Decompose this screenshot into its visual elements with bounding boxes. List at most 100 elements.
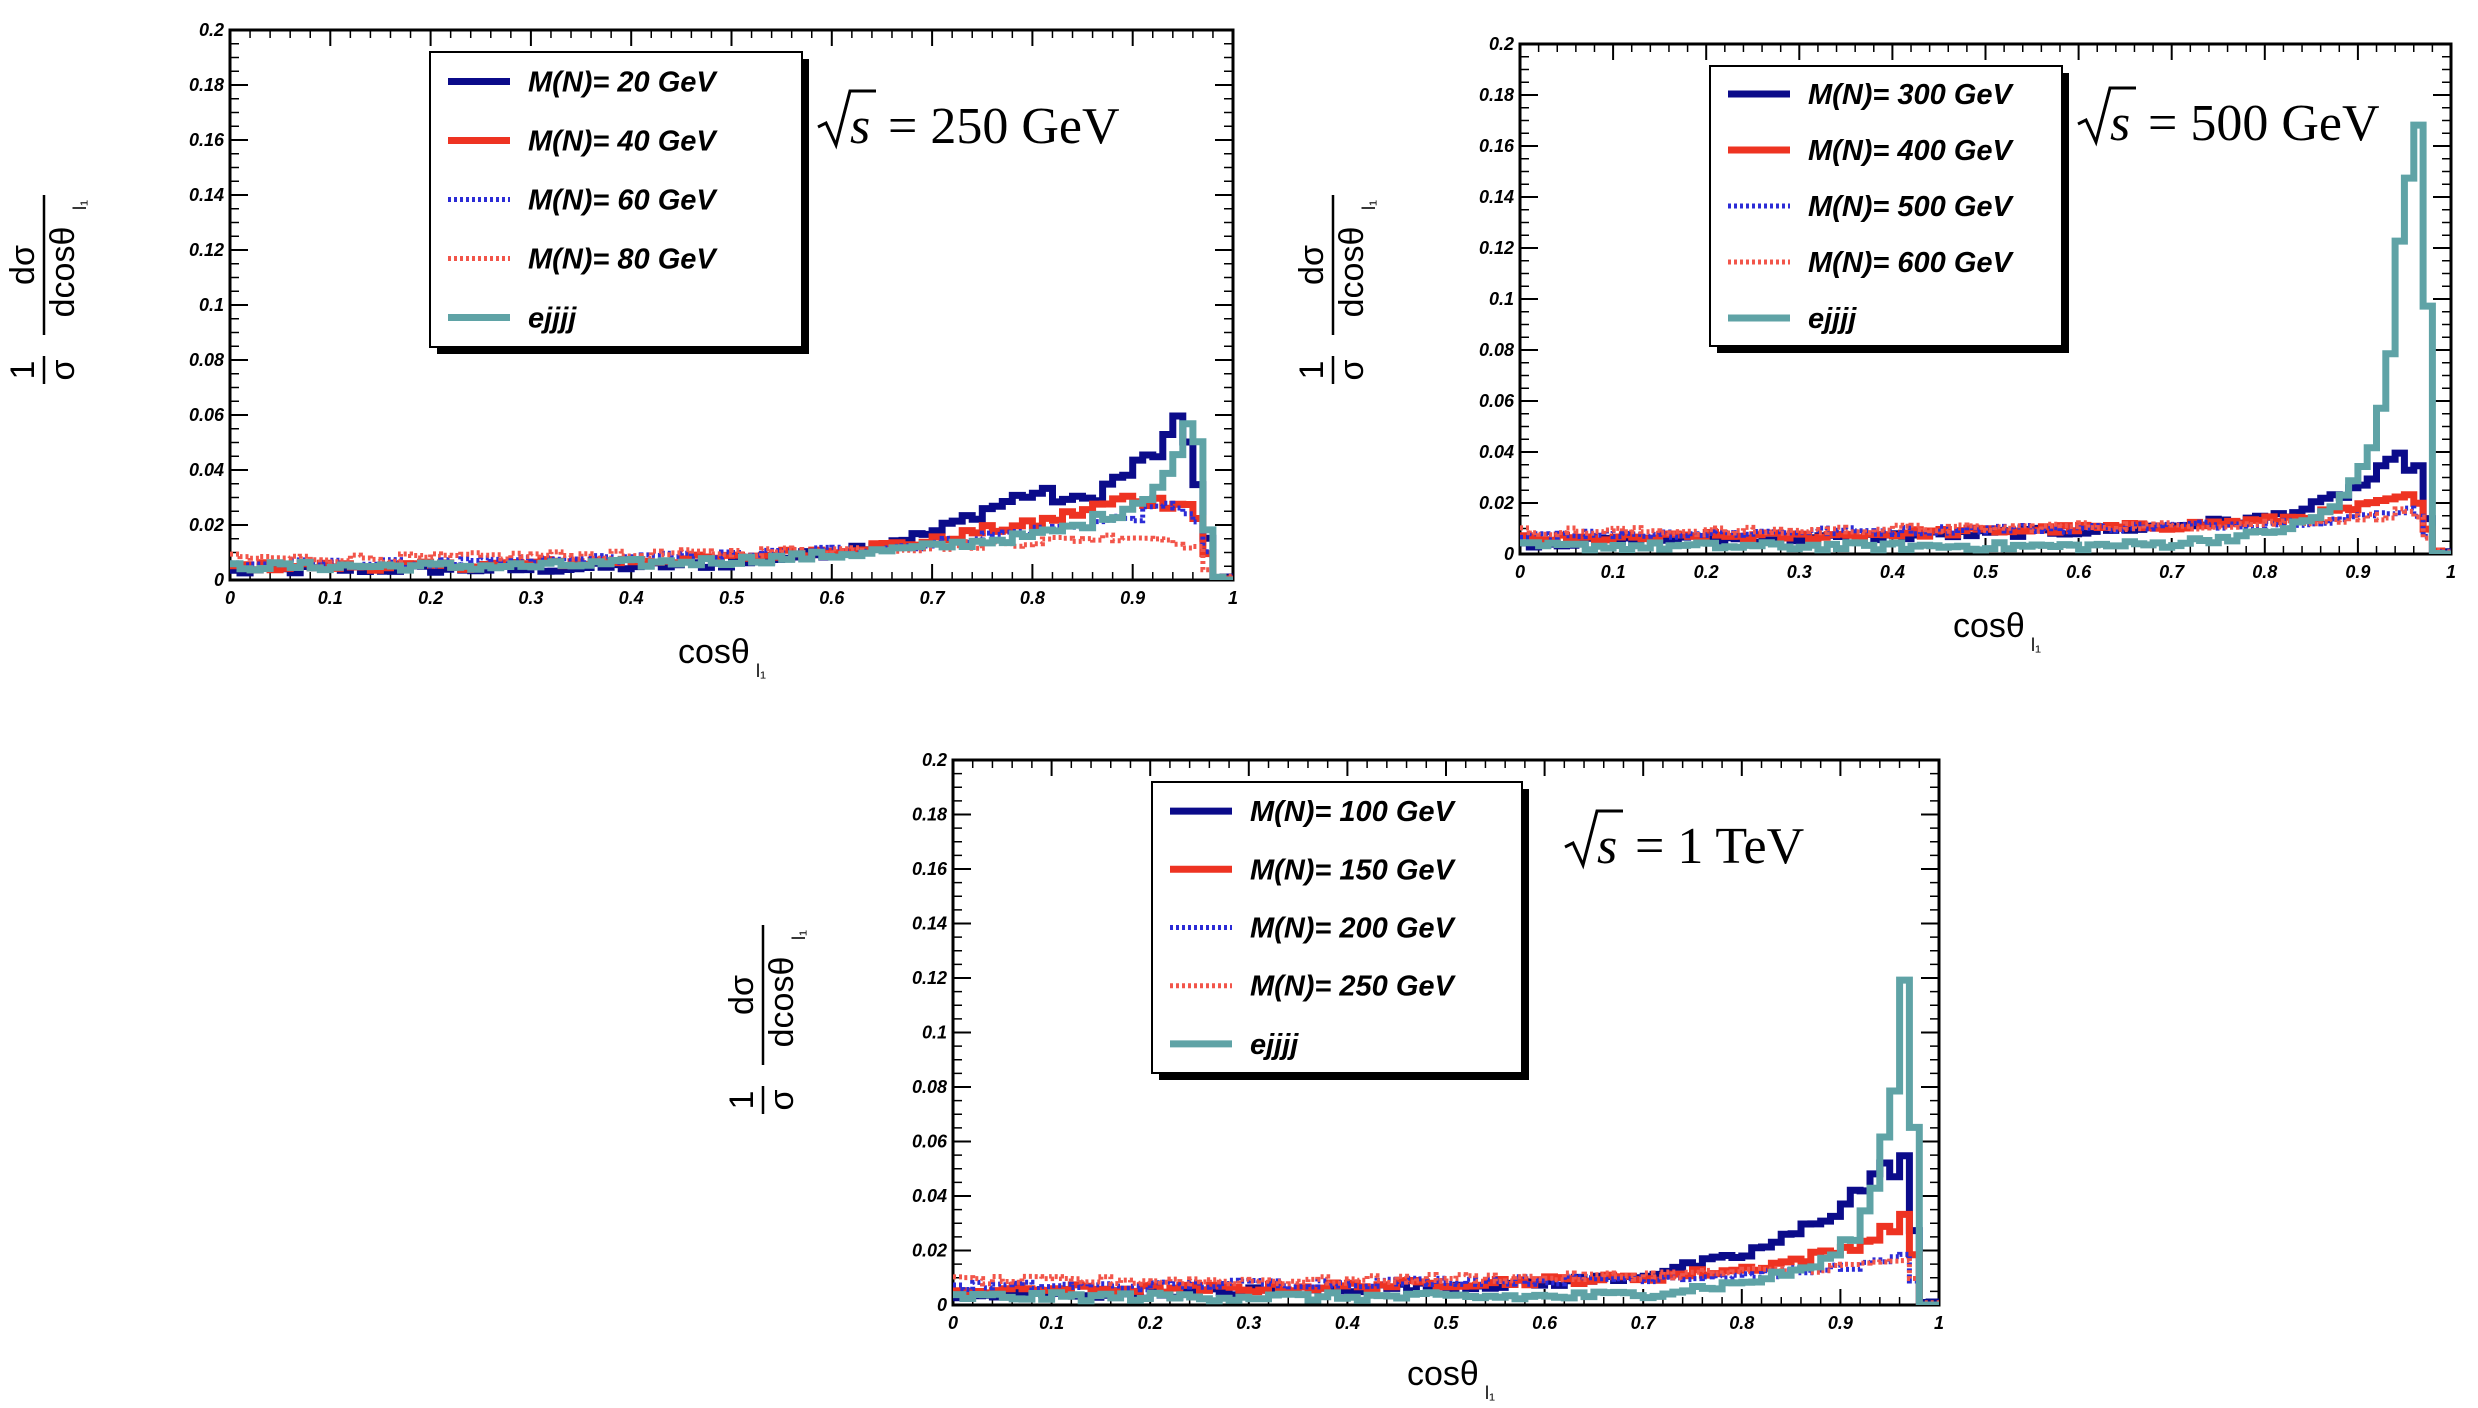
energy-label: s = 500 GeV <box>2077 86 2380 152</box>
x-tick-label: 1 <box>2446 562 2456 582</box>
series-solid-teal <box>1520 121 2451 554</box>
x-tick-label: 0.2 <box>1138 1313 1163 1333</box>
legend-entry-label: M(N)= 300 GeV <box>1808 79 2015 111</box>
y-tick-label: 0.12 <box>912 968 947 988</box>
legend-entry-label: M(N)= 100 GeV <box>1250 796 1457 828</box>
x-tick-label: 0.5 <box>719 588 745 608</box>
y-label-dcostheta: dcosθ <box>44 227 82 318</box>
y-tick-label: 0.2 <box>1489 34 1514 54</box>
y-tick-label: 0.08 <box>1479 340 1514 360</box>
y-tick-label: 0.18 <box>1479 85 1514 105</box>
energy-value: = 1 TeV <box>1635 818 1804 875</box>
x-tick-label: 0.1 <box>1039 1313 1064 1333</box>
energy-value: = 250 GeV <box>888 98 1120 155</box>
y-tick-label: 0.1 <box>922 1023 947 1043</box>
y-label-one: 1 <box>4 361 42 380</box>
chart-panel-top-left: 0 0.1 0.2 0.3 0.4 0.5 0.6 0.7 0.8 0.9 1 0 0.02 0.04 0.… <box>4 20 1238 681</box>
legend-entry-label: M(N)= 600 GeV <box>1808 247 2015 279</box>
y-label-dsigma: dσ <box>1293 245 1331 285</box>
legend-entry-label: ejjjj <box>1250 1029 1299 1061</box>
x-tick-label: 0.9 <box>2345 562 2370 582</box>
x-tick-label: 0.8 <box>1729 1313 1754 1333</box>
y-tick-label: 0.02 <box>189 515 224 535</box>
y-label-dcostheta: dcosθ <box>1333 227 1371 318</box>
x-tick-label: 0.5 <box>1973 562 1999 582</box>
x-tick-label: 0 <box>1515 562 1525 582</box>
y-tick-label: 0.1 <box>1489 289 1514 309</box>
x-tick-label: 0.6 <box>819 588 845 608</box>
y-tick-label: 0.08 <box>189 350 224 370</box>
y-tick-label: 0.12 <box>189 240 224 260</box>
y-tick-label: 0.2 <box>199 20 224 40</box>
y-tick-label: 0 <box>214 570 224 590</box>
x-tick-label: 1 <box>1228 588 1238 608</box>
chart-panel-top-right: 0 0.1 0.2 0.3 0.4 0.5 0.6 0.7 0.8 0.9 1 0 0.02 0.04 0.… <box>1293 34 2456 655</box>
y-label-sub: l₁ <box>70 200 90 210</box>
x-tick-label: 0.1 <box>1601 562 1626 582</box>
legend-entry-label: M(N)= 200 GeV <box>1250 913 1457 945</box>
y-tick-label: 0.14 <box>189 185 224 205</box>
y-label-dsigma: dσ <box>4 245 42 285</box>
y-axis-label: 1 σ dσ dcosθ l₁ <box>723 925 809 1114</box>
energy-label: s = 1 TeV <box>1564 809 1804 875</box>
x-tick-label: 0.8 <box>2252 562 2277 582</box>
sqrt-sign-icon <box>2077 86 2136 147</box>
series-solid-teal <box>953 976 1939 1305</box>
legend-entry-label: M(N)= 60 GeV <box>528 185 718 217</box>
y-tick-label: 0.14 <box>912 914 947 934</box>
y-tick-label: 0.18 <box>912 805 947 825</box>
y-tick-label: 0.04 <box>912 1186 947 1206</box>
y-tick-label: 0.16 <box>189 130 225 150</box>
legend-entry-label: M(N)= 40 GeV <box>528 126 718 158</box>
x-tick-label: 0.1 <box>318 588 343 608</box>
y-label-sub: l₁ <box>1359 200 1379 210</box>
y-tick-label: 0 <box>1504 544 1514 564</box>
x-axis-label: cosθ <box>1407 1355 1479 1393</box>
series-solid-teal <box>230 420 1233 580</box>
energy-radicand: s <box>1597 818 1617 875</box>
y-tick-label: 0.16 <box>912 859 948 879</box>
x-tick-label: 0.8 <box>1020 588 1045 608</box>
y-label-sigma: σ <box>44 359 82 380</box>
x-axis-label: cosθ <box>1953 607 2025 645</box>
x-tick-label: 0.9 <box>1120 588 1145 608</box>
x-axis-label-sub: l₁ <box>1485 1383 1495 1403</box>
energy-radicand: s <box>850 98 870 155</box>
x-tick-label: 0.9 <box>1828 1313 1853 1333</box>
x-tick-label: 0.7 <box>2159 562 2185 582</box>
x-tick-label: 0.4 <box>1880 562 1905 582</box>
sqrt-sign-icon <box>1564 809 1623 870</box>
x-tick-label: 0 <box>225 588 235 608</box>
x-tick-label: 0.4 <box>1335 1313 1360 1333</box>
y-axis-label: 1 σ dσ dcosθ l₁ <box>4 195 90 384</box>
y-label-sub: l₁ <box>789 930 809 940</box>
x-tick-label: 0.3 <box>1236 1313 1261 1333</box>
energy-value: = 500 GeV <box>2148 95 2380 152</box>
x-tick-label: 1 <box>1934 1313 1944 1333</box>
x-tick-label: 0.4 <box>619 588 644 608</box>
y-tick-label: 0.02 <box>912 1241 947 1261</box>
y-tick-label: 0.1 <box>199 295 224 315</box>
x-tick-label: 0.6 <box>1532 1313 1558 1333</box>
chart-panel-bottom-center: 0 0.1 0.2 0.3 0.4 0.5 0.6 0.7 0.8 0.9 1 0 0.02 0.04 0.… <box>723 750 1944 1403</box>
energy-radicand: s <box>2110 95 2130 152</box>
legend-entry-label: M(N)= 400 GeV <box>1808 135 2015 167</box>
y-label-one: 1 <box>1293 361 1331 380</box>
y-tick-label: 0.18 <box>189 75 224 95</box>
legend-entry-label: ejjjj <box>1808 303 1857 335</box>
x-tick-label: 0.2 <box>418 588 443 608</box>
legend-entry-label: M(N)= 250 GeV <box>1250 971 1457 1003</box>
y-tick-label: 0.06 <box>1479 391 1515 411</box>
x-tick-label: 0.3 <box>1787 562 1812 582</box>
y-tick-label: 0.2 <box>922 750 947 770</box>
y-label-sigma: σ <box>763 1089 801 1110</box>
legend-entry-label: ejjjj <box>528 303 577 335</box>
x-tick-label: 0 <box>948 1313 958 1333</box>
x-tick-label: 0.3 <box>518 588 543 608</box>
series-dotted-red <box>230 532 1233 580</box>
energy-label: s = 250 GeV <box>817 89 1120 155</box>
y-tick-label: 0.04 <box>1479 442 1514 462</box>
x-axis-label-sub: l₁ <box>2031 635 2041 655</box>
y-tick-label: 0.06 <box>912 1132 948 1152</box>
